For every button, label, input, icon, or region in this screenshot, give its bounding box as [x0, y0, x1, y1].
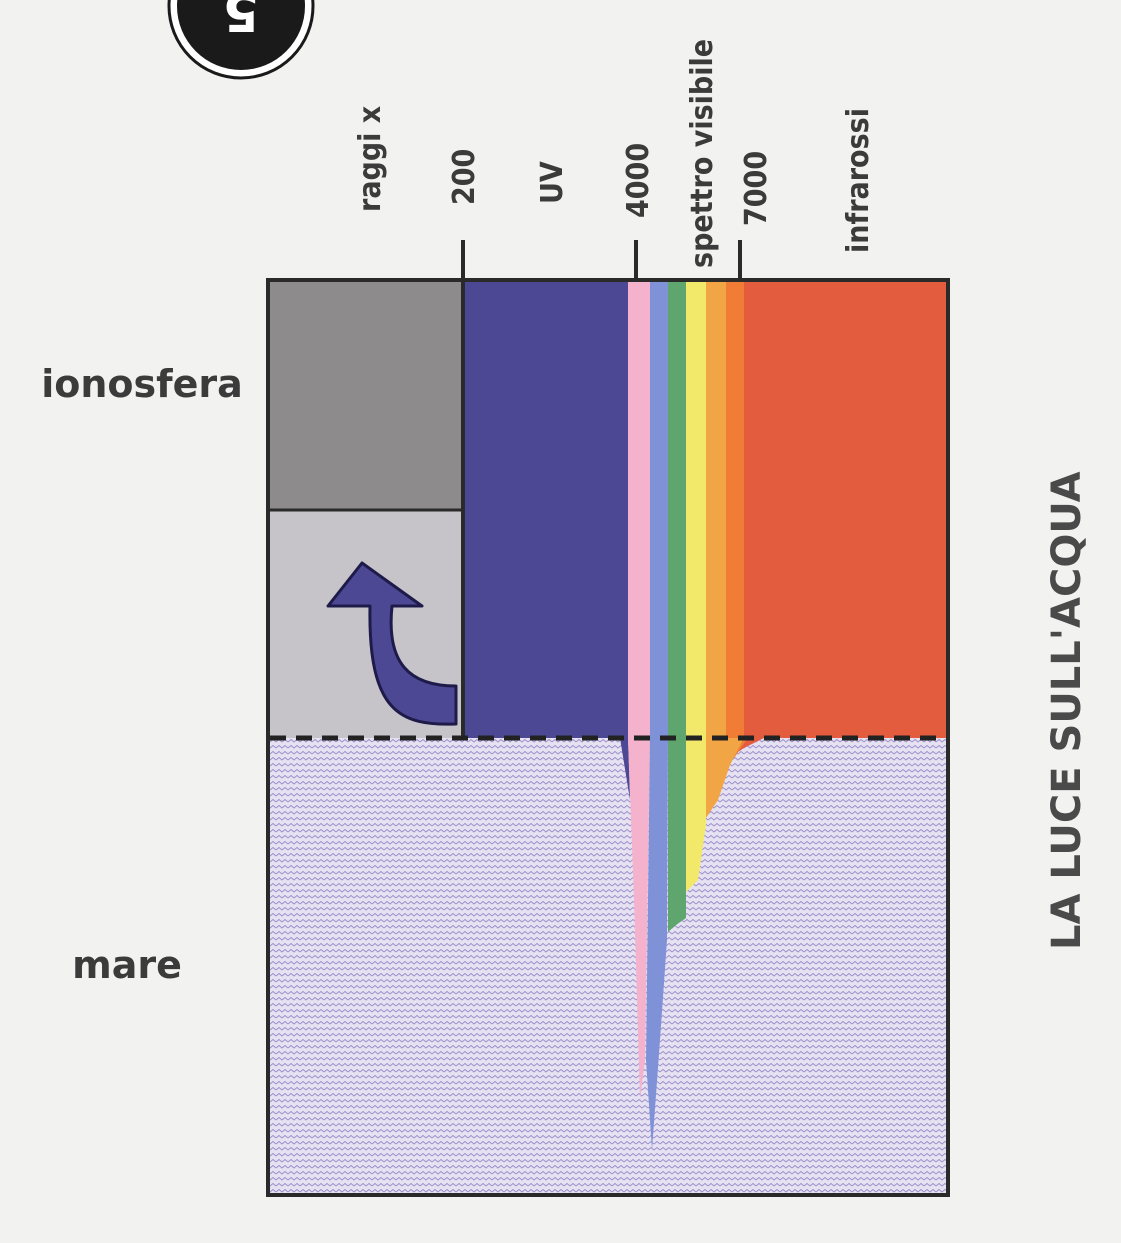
orange-penetration [706, 738, 744, 818]
diagram-frame [266, 278, 950, 1197]
yellow-penetration [686, 738, 706, 892]
xray-label: raggi x [353, 106, 388, 212]
sea-label: mare [72, 943, 182, 987]
uv-penetration [620, 738, 630, 800]
tick-4000-label: 4000 [621, 143, 656, 218]
reflection-arrow [326, 561, 458, 726]
ionosphere-xray-block [268, 280, 463, 510]
diagram-title: LA LUCE SULL'ACQUA [1044, 471, 1090, 950]
visible-spectrum-label: spettro visibile [685, 39, 720, 268]
uv-label: UV [535, 161, 570, 204]
yellow-band [686, 280, 706, 738]
infrared-band [744, 280, 948, 738]
tick-200-label: 200 [447, 149, 482, 205]
tick-7000-label: 7000 [739, 151, 774, 226]
pink-penetration [628, 738, 650, 1100]
ionosphere-label: ionosfera [41, 362, 243, 406]
page-number-badge: 5 [167, 0, 315, 80]
badge-number: 5 [223, 0, 259, 41]
infrared-label: infrarossi [841, 108, 876, 253]
deep-orange-band [726, 280, 744, 738]
blue-penetration [646, 738, 668, 1150]
green-penetration [668, 738, 686, 932]
blue-band [650, 280, 668, 738]
sea-region [268, 738, 948, 1195]
pink-band [628, 280, 650, 738]
orange-band [706, 280, 726, 738]
green-band [668, 280, 686, 738]
uv-band [463, 280, 628, 738]
